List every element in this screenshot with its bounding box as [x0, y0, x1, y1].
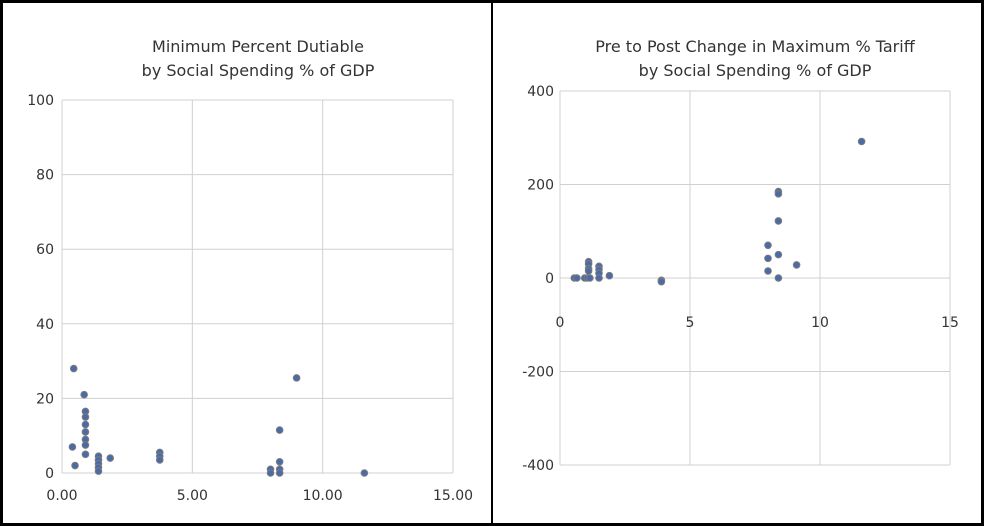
data-point	[275, 458, 284, 466]
data-point	[81, 450, 90, 459]
y-tick-label: 80	[36, 168, 54, 184]
data-point	[584, 267, 593, 275]
chart-1: Minimum Percent Dutiable by Social Spendi…	[27, 37, 473, 504]
x-tick-label: 5.00	[177, 488, 208, 504]
data-point	[81, 413, 90, 421]
y-tick-label: 60	[36, 242, 54, 258]
data-point	[774, 250, 783, 259]
y-tick-label: 100	[27, 93, 54, 109]
data-point	[857, 137, 866, 146]
x-tick-label: 15.00	[433, 488, 473, 504]
data-point	[81, 441, 90, 449]
y-tick-label: -400	[522, 458, 554, 474]
x-tick-label: 10	[811, 315, 829, 331]
y-tick-label: 20	[36, 391, 54, 407]
data-point	[106, 454, 115, 462]
y-tick-label: -200	[522, 365, 554, 381]
data-point	[275, 426, 284, 434]
data-point	[275, 469, 284, 477]
data-point	[595, 274, 603, 282]
x-tick-label: 10.00	[303, 488, 343, 504]
chart-1-title-line-2: by Social Spending % of GDP	[142, 61, 375, 80]
data-point	[774, 274, 783, 282]
data-point	[69, 364, 78, 373]
chart-2-title-line-2: by Social Spending % of GDP	[639, 61, 872, 80]
data-point	[605, 271, 614, 280]
data-point	[292, 374, 301, 382]
data-point	[94, 467, 103, 475]
data-point	[81, 428, 90, 436]
chart-1-title-line-1: Minimum Percent Dutiable	[152, 37, 364, 56]
x-tick-label: 0.00	[46, 488, 77, 504]
y-tick-label: 0	[45, 466, 54, 482]
y-tick-label: 40	[36, 317, 54, 333]
chart-2: Pre to Post Change in Maximum % Tariff by…	[522, 37, 959, 474]
y-tick-label: 400	[527, 84, 554, 100]
data-point	[81, 420, 90, 429]
data-point	[657, 277, 666, 286]
y-tick-label: 0	[545, 271, 554, 287]
data-point	[80, 390, 88, 399]
data-point	[573, 274, 581, 282]
data-point	[774, 190, 783, 198]
data-point	[360, 469, 369, 477]
data-point	[792, 261, 801, 269]
data-point	[774, 217, 783, 225]
x-tick-label: 15	[941, 315, 959, 331]
data-point	[764, 241, 772, 250]
x-tick-label: 5	[686, 315, 695, 331]
data-point	[68, 443, 77, 451]
data-point	[764, 267, 772, 275]
x-tick-label: 0	[556, 315, 565, 331]
data-point	[266, 469, 275, 477]
data-point	[764, 254, 772, 263]
chart-2-title-line-1: Pre to Post Change in Maximum % Tariff	[595, 37, 915, 56]
data-point	[155, 456, 164, 464]
y-tick-label: 200	[527, 178, 554, 194]
data-point	[586, 274, 594, 282]
data-point	[71, 461, 79, 470]
